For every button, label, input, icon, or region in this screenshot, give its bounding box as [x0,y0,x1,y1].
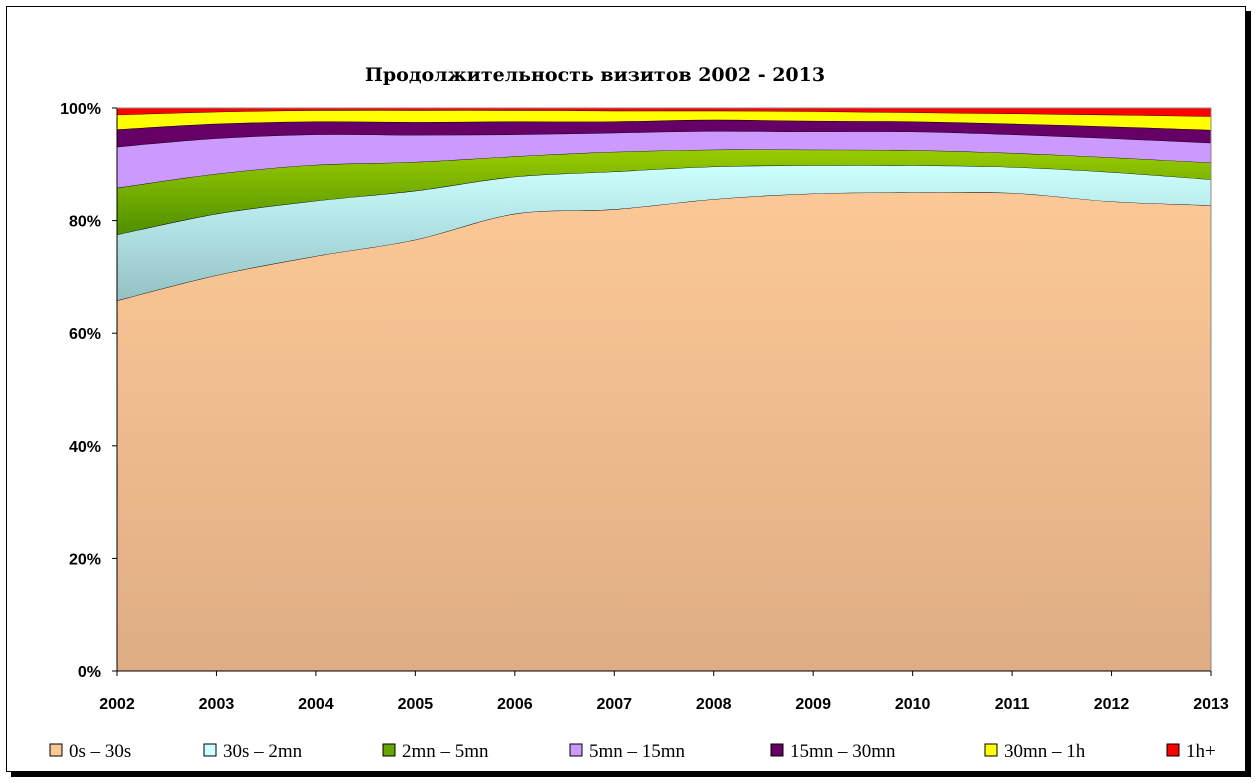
legend-swatch [569,743,583,757]
legend-swatch [770,743,784,757]
legend-swatch [1166,743,1180,757]
x-tick-label: 2011 [995,696,1030,713]
legend-swatch [984,743,998,757]
legend-swatch [382,743,396,757]
area-boundary-line-2 [116,164,1212,236]
legend-label: 1h+ [1186,741,1216,762]
x-tick-label: 2003 [199,696,235,713]
area-series-2 [117,165,1211,301]
x-tick-label: 2007 [596,696,632,713]
area-series-1 [117,192,1211,671]
legend-item: 15mn – 30mn [770,741,896,762]
legend-label: 15mn – 30mn [790,741,896,762]
legend-swatch [203,743,217,757]
legend: 0s – 30s 30s – 2mn 2mn – 5mn 5mn – 15mn 15mn… [49,741,1216,762]
x-tick-label: 2009 [795,696,831,713]
legend-item: 5mn – 15mn [569,741,686,762]
x-tick-label: 2010 [895,696,931,713]
legend-label: 0s – 30s [69,741,131,762]
legend-label: 5mn – 15mn [589,741,686,762]
y-tick-label: 20% [69,551,101,568]
legend-label: 30mn – 1h [1004,741,1086,762]
legend-item: 30mn – 1h [984,741,1086,762]
x-tick-label: 2008 [696,696,732,713]
legend-label: 2mn – 5mn [402,741,489,762]
y-tick-label: 40% [69,439,101,456]
area-series-5 [117,119,1211,147]
x-tick-label: 2004 [298,696,334,713]
legend-item: 2mn – 5mn [382,741,489,762]
legend-label: 30s – 2mn [223,741,303,762]
area-series-6 [117,110,1211,130]
x-tick-label: 2013 [1193,696,1229,713]
x-tick-label: 2005 [398,696,434,713]
legend-item: 0s – 30s [49,741,131,762]
x-tick-label: 2006 [497,696,533,713]
legend-item: 1h+ [1166,741,1216,762]
y-tick-label: 60% [69,326,101,343]
x-tick-label: 2002 [99,696,135,713]
y-tick-label: 0% [78,664,101,681]
area-series-7 [117,108,1211,117]
legend-item: 30s – 2mn [203,741,303,762]
legend-swatch [49,743,63,757]
y-tick-label: 100% [60,101,101,118]
y-tick-label: 80% [69,214,101,231]
axes: 0% 20% 40% 60% 80% 100% 2002 2003 2004 2005 2006 20… [60,101,1229,713]
area-series-3 [117,149,1211,235]
plot-area [116,108,1212,671]
chart-title: Продолжительность визитов 2002 - 2013 [365,64,825,86]
area-series-4 [117,131,1211,188]
area-boundary-line-3 [116,149,1212,189]
x-tick-label: 2012 [1094,696,1130,713]
